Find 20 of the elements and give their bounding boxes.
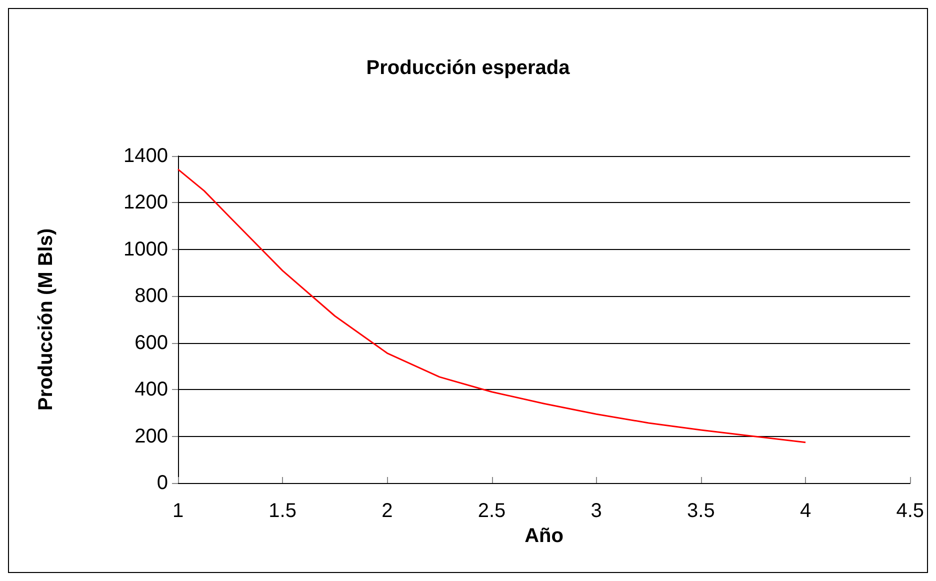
x-tick-label: 4.5 [896, 500, 924, 522]
y-tick-label: 1400 [124, 145, 168, 167]
x-tick-label: 1.5 [268, 500, 296, 522]
x-tick-label: 3.5 [687, 500, 715, 522]
y-tick-label: 0 [156, 472, 168, 494]
chart-title: Producción esperada [366, 57, 571, 79]
x-tick-label: 2.5 [478, 500, 506, 522]
y-axis-title: Producción (M Bls) [35, 228, 57, 411]
x-tick-label: 4 [800, 500, 812, 522]
y-tick-label: 600 [134, 332, 168, 354]
line-series [177, 168, 806, 444]
y-tick-label: 200 [134, 425, 168, 448]
x-axis-title: Año [524, 524, 564, 547]
y-tick-label: 400 [134, 378, 168, 401]
y-tick-label: 1200 [124, 192, 168, 214]
y-tick-label: 800 [134, 285, 168, 308]
y-tick-label: 1000 [124, 238, 168, 260]
x-tick-label: 2 [382, 500, 393, 522]
x-tick-label: 3 [590, 500, 602, 522]
x-tick-label: 1 [172, 500, 184, 522]
